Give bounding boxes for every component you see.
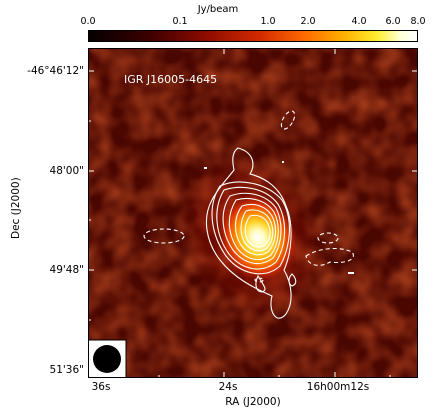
contours — [205, 147, 297, 319]
x-tick-label: 36s — [91, 381, 111, 393]
plot-frame — [88, 48, 418, 378]
source-label: IGR J16005-4645 — [124, 73, 217, 86]
y-tick-label: 48'00" — [49, 165, 84, 177]
contour-hook — [255, 274, 266, 293]
negative-contours — [143, 110, 354, 283]
colorbar-tick: 4.0 — [351, 16, 367, 27]
x-tick-label: 24s — [218, 381, 238, 393]
noise-speck — [204, 167, 207, 169]
colorbar-unit: Jy/beam — [197, 4, 239, 15]
beam-ellipse — [93, 345, 121, 373]
colorbar — [88, 30, 418, 42]
noise-speck — [348, 272, 354, 274]
y-tick-label: 51'36" — [49, 364, 84, 376]
x-tick-label: 16h00m12s — [306, 381, 370, 393]
colorbar-tick: 0.1 — [172, 16, 188, 27]
colorbar-tick: 1.0 — [260, 16, 276, 27]
colorbar-tick: 8.0 — [410, 16, 426, 27]
colorbar-tick: 2.0 — [300, 16, 316, 27]
y-axis-title: Dec (J2000) — [10, 177, 22, 239]
colorbar-tick: 0.0 — [80, 16, 96, 27]
x-axis-title: RA (J2000) — [225, 396, 281, 408]
radio-map: IGR J16005-4645 — [88, 48, 418, 378]
y-tick-label: -46°46'12" — [27, 65, 84, 77]
noise-speck — [282, 161, 284, 163]
colorbar-tick: 6.0 — [385, 16, 401, 27]
y-tick-label: 49'48" — [49, 264, 84, 276]
